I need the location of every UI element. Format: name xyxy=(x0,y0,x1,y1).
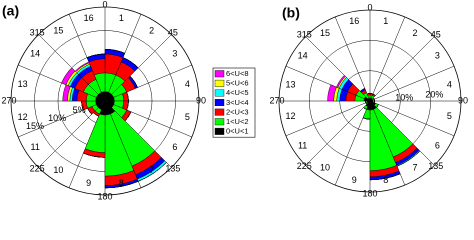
sector-label: 2 xyxy=(149,26,154,36)
angle-label: 45 xyxy=(431,30,441,40)
sector-label: 12 xyxy=(18,112,28,122)
sector-label: 13 xyxy=(286,80,296,90)
sector-label: 7 xyxy=(412,163,417,173)
angle-label: 225 xyxy=(30,163,45,173)
sector-label: 6 xyxy=(172,142,177,152)
angle-label: 90 xyxy=(458,95,468,105)
wedge-segment xyxy=(122,57,139,68)
wedge-segment xyxy=(360,88,365,92)
wedge-segment xyxy=(93,112,99,117)
legend-swatch xyxy=(214,127,225,135)
angle-label: 45 xyxy=(168,27,178,37)
angle-label: 270 xyxy=(1,95,16,105)
sector-label: 13 xyxy=(18,79,28,89)
wedge-segment xyxy=(362,117,371,120)
legend-swatch xyxy=(214,79,225,87)
sector-label: 11 xyxy=(30,142,39,152)
sector-label: 15 xyxy=(53,26,63,36)
sector-label: 14 xyxy=(30,49,40,59)
legend-swatch xyxy=(214,118,225,126)
wedge-segment xyxy=(104,181,139,189)
wedge-segment xyxy=(396,150,421,167)
spoke xyxy=(285,100,371,137)
legend-swatch xyxy=(214,70,225,78)
r-tick-label: 10% xyxy=(48,113,66,123)
legend-label: 4<U<5 xyxy=(226,88,249,97)
sector-label: 15 xyxy=(320,28,330,38)
angle-label: 270 xyxy=(269,95,284,105)
sector-label: 9 xyxy=(352,175,357,185)
sector-label: 14 xyxy=(298,50,308,60)
panel-label: (b) xyxy=(282,5,300,21)
legend-label: 5<U<6 xyxy=(226,79,249,88)
sector-label: 8 xyxy=(119,178,124,188)
legend-box xyxy=(212,67,256,138)
legend-label: 2<U<3 xyxy=(226,107,249,116)
sector-label: 8 xyxy=(383,175,388,185)
sector-label: 16 xyxy=(349,16,359,26)
panel-label: (a) xyxy=(2,3,19,19)
spoke xyxy=(369,65,455,102)
sector-label: 6 xyxy=(435,140,440,150)
wedge-segment xyxy=(81,100,84,111)
wedge-segment xyxy=(372,93,376,96)
wedge-segment xyxy=(336,74,346,88)
wedge-segment xyxy=(369,93,373,95)
sector-label: 5 xyxy=(185,112,190,122)
sector-label: 2 xyxy=(412,28,417,38)
spoke xyxy=(369,16,406,102)
legend-swatch xyxy=(214,89,225,97)
angle-label: 225 xyxy=(297,161,312,171)
legend-label: 3<U<4 xyxy=(226,98,249,107)
sector-label: 1 xyxy=(119,13,124,23)
r-tick-label: 10% xyxy=(395,92,413,102)
legend-label: 6<U<8 xyxy=(226,69,249,78)
sector-label: 4 xyxy=(447,80,452,90)
angle-label: 90 xyxy=(196,95,206,105)
legend-swatch xyxy=(214,99,225,107)
sector-label: 3 xyxy=(172,49,177,59)
sector-label: 16 xyxy=(84,13,94,23)
outer-circle xyxy=(278,9,462,193)
angle-label: 0 xyxy=(102,0,107,9)
angle-label: 180 xyxy=(97,191,112,201)
wedge-segment xyxy=(74,61,90,73)
wedge-segment xyxy=(369,173,401,181)
sector-label: 7 xyxy=(149,165,154,175)
sector-label: 9 xyxy=(86,178,91,188)
sector-label: 10 xyxy=(320,163,330,173)
sector-label: 12 xyxy=(286,111,296,121)
spoke xyxy=(369,100,455,137)
angle-label: 180 xyxy=(362,188,377,198)
figure: 5%10%15%04590135180225270315123456789101… xyxy=(1,0,468,201)
angle-label: 315 xyxy=(297,30,312,40)
outer-circle xyxy=(10,6,200,196)
legend-label: 0<U<1 xyxy=(226,127,249,136)
angle-label: 135 xyxy=(428,161,443,171)
sector-label: 1 xyxy=(383,16,388,26)
wedge-segment xyxy=(376,104,379,108)
sector-label: 11 xyxy=(298,140,307,150)
sector-label: 4 xyxy=(185,79,190,89)
sector-label: 5 xyxy=(447,111,452,121)
wedge-segment xyxy=(124,111,132,122)
wedge-segment xyxy=(62,84,71,102)
r-tick-label: 20% xyxy=(425,90,443,100)
wedge-segment xyxy=(86,53,106,58)
spoke xyxy=(369,36,435,102)
r-tick-label: 15% xyxy=(26,121,44,131)
legend-swatch xyxy=(214,108,225,116)
wedge-segment xyxy=(83,152,106,158)
angle-label: 135 xyxy=(165,163,180,173)
spoke xyxy=(334,16,371,102)
angle-label: 315 xyxy=(30,27,45,37)
spoke xyxy=(305,100,371,166)
r-tick-label: 5% xyxy=(73,105,86,115)
sector-label: 3 xyxy=(435,50,440,60)
sector-label: 10 xyxy=(53,165,63,175)
legend-label: 1<U<2 xyxy=(226,117,249,126)
angle-label: 0 xyxy=(367,2,372,12)
wedge-segment xyxy=(367,93,371,95)
